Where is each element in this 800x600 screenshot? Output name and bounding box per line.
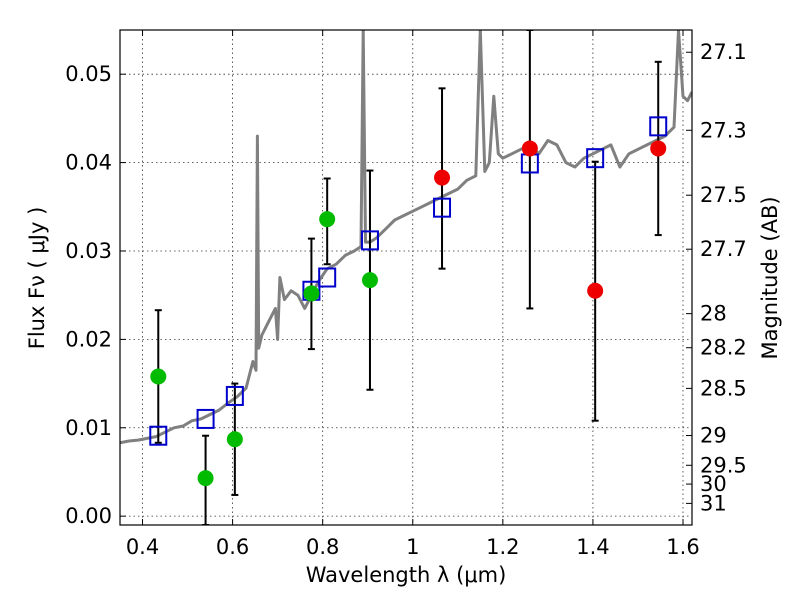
observed-point [150,368,167,385]
grid [120,30,692,525]
error-bars [154,30,662,525]
plot-frame [119,29,693,526]
model-photometry-square [196,408,215,429]
x-tick-label: 1.2 [486,535,519,559]
y-tick-label: 0.04 [65,151,112,175]
observed-point [650,140,667,157]
y2-axis-title: Magnitude (AB) [758,196,782,359]
observed-point [303,285,320,302]
observed-point [521,140,538,157]
x-tick-label: 1.6 [666,535,699,559]
x-tick-label: 0.4 [126,535,159,559]
model-photometry-square [149,425,168,446]
model-photometry-square [586,148,605,169]
model-photometry-square [360,230,379,251]
y-tick-label: 0.01 [65,416,112,440]
mag-tick-label: 27.1 [700,40,747,64]
model-photometry-square [318,267,337,288]
observed-point [197,470,214,487]
model-photometry-square [433,197,452,218]
observed-point [434,169,451,186]
y-axis-title: Flux Fν ( μJy ) [25,207,49,350]
axes-ticks: 0.4 0.6 0.8 1 1.2 1.4 1.6 0.00 0.01 0.02 0.03 0.04 0… [65,30,747,559]
x-tick-label: 0.8 [306,535,339,559]
model-photometry-markers [149,116,668,446]
mag-tick-label: 28.5 [700,376,747,400]
model-photometry-square [649,116,668,137]
observed-point [361,272,378,289]
mag-tick-label: 28 [700,302,727,326]
x-axis-title: Wavelength λ (μm) [306,563,507,587]
mag-tick-label: 27.7 [700,237,747,261]
observed-point [226,431,243,448]
mag-tick-label: 30 [700,472,727,496]
y-tick-label: 0.05 [65,62,112,86]
mag-tick-label: 27.5 [700,183,747,207]
y-tick-label: 0.02 [65,327,112,351]
observed-point [587,282,604,299]
mag-tick-label: 27.3 [700,118,747,142]
y-tick-label: 0.00 [65,504,112,528]
model-spectrum-line [120,30,692,445]
model-photometry-square [225,385,244,406]
observed-point [319,211,336,228]
y-tick-label: 0.03 [65,239,112,263]
mag-tick-label: 28.2 [700,336,747,360]
observed-markers [150,140,667,487]
x-tick-label: 1.4 [576,535,609,559]
mag-tick-label: 29.5 [700,453,747,477]
x-tick-label: 1 [406,535,419,559]
mag-tick-label: 31 [700,491,727,515]
mag-tick-label: 29 [700,424,727,448]
x-tick-label: 0.6 [216,535,249,559]
